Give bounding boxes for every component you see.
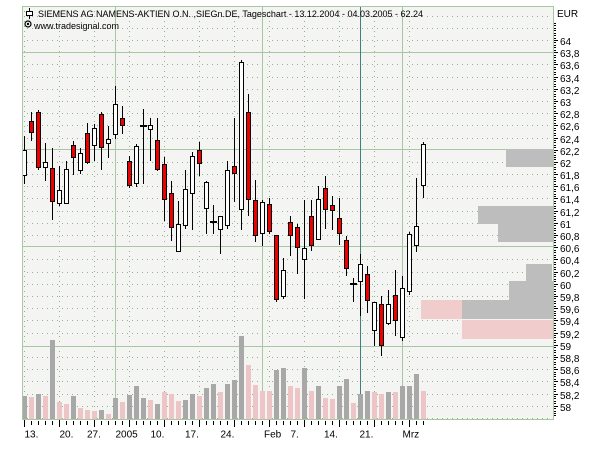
svg-text:60,6: 60,6: [560, 244, 580, 255]
svg-text:60,4: 60,4: [560, 256, 580, 267]
svg-text:63,8: 63,8: [560, 49, 580, 60]
svg-text:13.: 13.: [25, 430, 39, 441]
svg-text:SIEMENS AG NAMENS-AKTIEN O.N.: SIEMENS AG NAMENS-AKTIEN O.N. ,SIEGn.DE,…: [38, 9, 423, 19]
svg-text:58,2: 58,2: [560, 391, 580, 402]
svg-text:61,4: 61,4: [560, 195, 580, 206]
svg-text:58,8: 58,8: [560, 354, 580, 365]
svg-text:60: 60: [560, 281, 572, 292]
svg-text:58,6: 58,6: [560, 366, 580, 377]
svg-text:59,2: 59,2: [560, 330, 580, 341]
svg-text:61,2: 61,2: [560, 208, 580, 219]
svg-text:59,6: 59,6: [560, 305, 580, 316]
svg-text:62,4: 62,4: [560, 135, 580, 146]
svg-text:63,2: 63,2: [560, 86, 580, 97]
svg-text:61,6: 61,6: [560, 183, 580, 194]
svg-text:59,8: 59,8: [560, 293, 580, 304]
svg-text:Feb: Feb: [264, 430, 282, 441]
svg-text:64: 64: [560, 37, 572, 48]
svg-text:27.: 27.: [87, 430, 101, 441]
svg-text:60,8: 60,8: [560, 232, 580, 243]
svg-text:24.: 24.: [221, 430, 235, 441]
svg-text:EUR: EUR: [557, 9, 578, 20]
svg-text:63,4: 63,4: [560, 74, 580, 85]
svg-text:62,6: 62,6: [560, 122, 580, 133]
svg-text:59: 59: [560, 342, 572, 353]
svg-text:21.: 21.: [360, 430, 374, 441]
svg-text:62,2: 62,2: [560, 147, 580, 158]
svg-text:61: 61: [560, 220, 572, 231]
svg-text:Mrz: Mrz: [403, 430, 420, 441]
svg-text:7.: 7.: [291, 430, 299, 441]
svg-text:14.: 14.: [324, 430, 338, 441]
svg-text:10.: 10.: [151, 430, 165, 441]
svg-text:58,4: 58,4: [560, 378, 580, 389]
svg-text:www.tradesignal.com: www.tradesignal.com: [33, 21, 119, 31]
svg-text:62: 62: [560, 159, 572, 170]
svg-text:61,8: 61,8: [560, 171, 580, 182]
svg-text:62,8: 62,8: [560, 110, 580, 121]
svg-text:2005: 2005: [116, 430, 139, 441]
svg-text:60,2: 60,2: [560, 269, 580, 280]
svg-text:58: 58: [560, 403, 572, 414]
svg-text:59,4: 59,4: [560, 317, 580, 328]
svg-text:63: 63: [560, 98, 572, 109]
svg-text:17.: 17.: [185, 430, 199, 441]
svg-text:20.: 20.: [60, 430, 74, 441]
svg-text:63,6: 63,6: [560, 61, 580, 72]
